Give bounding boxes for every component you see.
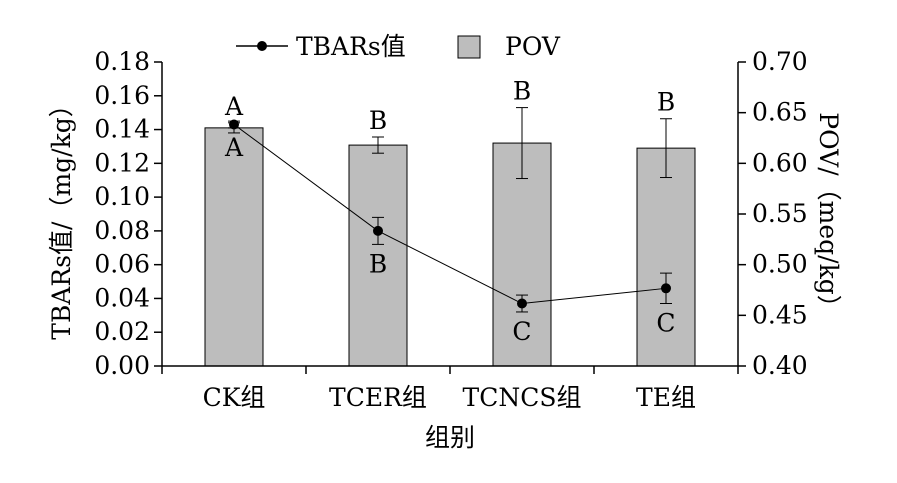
left-tick-label: 0.08 [94,216,150,245]
right-tick-label: 0.55 [752,199,808,228]
left-tick-label: 0.04 [94,283,150,312]
legend-label-pov: POV [505,32,561,61]
x-axis-ticks: CK组 TCER组 TCNCS组 TE组 [161,366,739,412]
bar [348,144,408,367]
left-tick-label: 0.18 [94,47,150,76]
left-tick-label: 0.14 [94,115,150,144]
left-tick-label: 0.16 [94,81,150,110]
left-tick-label: 0.00 [94,351,150,380]
left-axis-title: TBARs值/（mg/kg） [47,92,76,339]
point-significance-label: C [512,317,531,346]
bar [204,127,264,367]
point-significance-label: C [656,309,675,338]
left-tick-label: 0.12 [94,148,150,177]
left-axis-ticks: 0.00 0.02 0.04 0.06 0.08 0.10 0.12 0.14 0.16 0.18 [94,47,162,380]
right-tick-label: 0.45 [752,300,808,329]
x-axis-title: 组别 [425,423,475,452]
right-tick-label: 0.40 [752,351,808,380]
bar-significance-label: B [657,88,675,117]
tbars-line [233,124,667,305]
right-axis-title: POV/（meq/kg） [814,112,843,319]
right-axis-ticks: 0.40 0.45 0.50 0.55 0.60 0.65 0.70 [738,47,808,380]
right-tick-label: 0.60 [752,148,808,177]
legend: TBARs值 POV [236,32,561,61]
bar-significance-label: B [369,106,387,135]
tbars-point [373,225,383,236]
bar [492,142,552,367]
left-tick-label: 0.10 [94,182,150,211]
right-tick-label: 0.50 [752,250,808,279]
x-tick-label: TCER组 [329,383,427,412]
right-tick-label: 0.70 [752,47,808,76]
x-tick-label: TE组 [636,383,696,412]
left-tick-label: 0.02 [94,317,150,346]
legend-swatch-icon [457,35,481,59]
tbars-point [517,298,527,309]
x-tick-label: TCNCS组 [463,383,582,412]
x-tick-label: CK组 [203,383,266,412]
left-tick-label: 0.06 [94,250,150,279]
bars-layer: A B B B [204,77,696,367]
right-tick-label: 0.65 [752,98,808,127]
tbars-point [229,119,239,130]
tbars-point [661,283,671,294]
legend-marker-icon [257,41,267,51]
bar-significance-label: B [513,77,531,106]
line-layer: A B C C [224,119,676,346]
legend-label-tbars: TBARs值 [296,32,406,61]
point-significance-label: B [369,249,387,278]
point-significance-label: A [224,133,244,162]
bar-significance-label: A [224,92,244,121]
